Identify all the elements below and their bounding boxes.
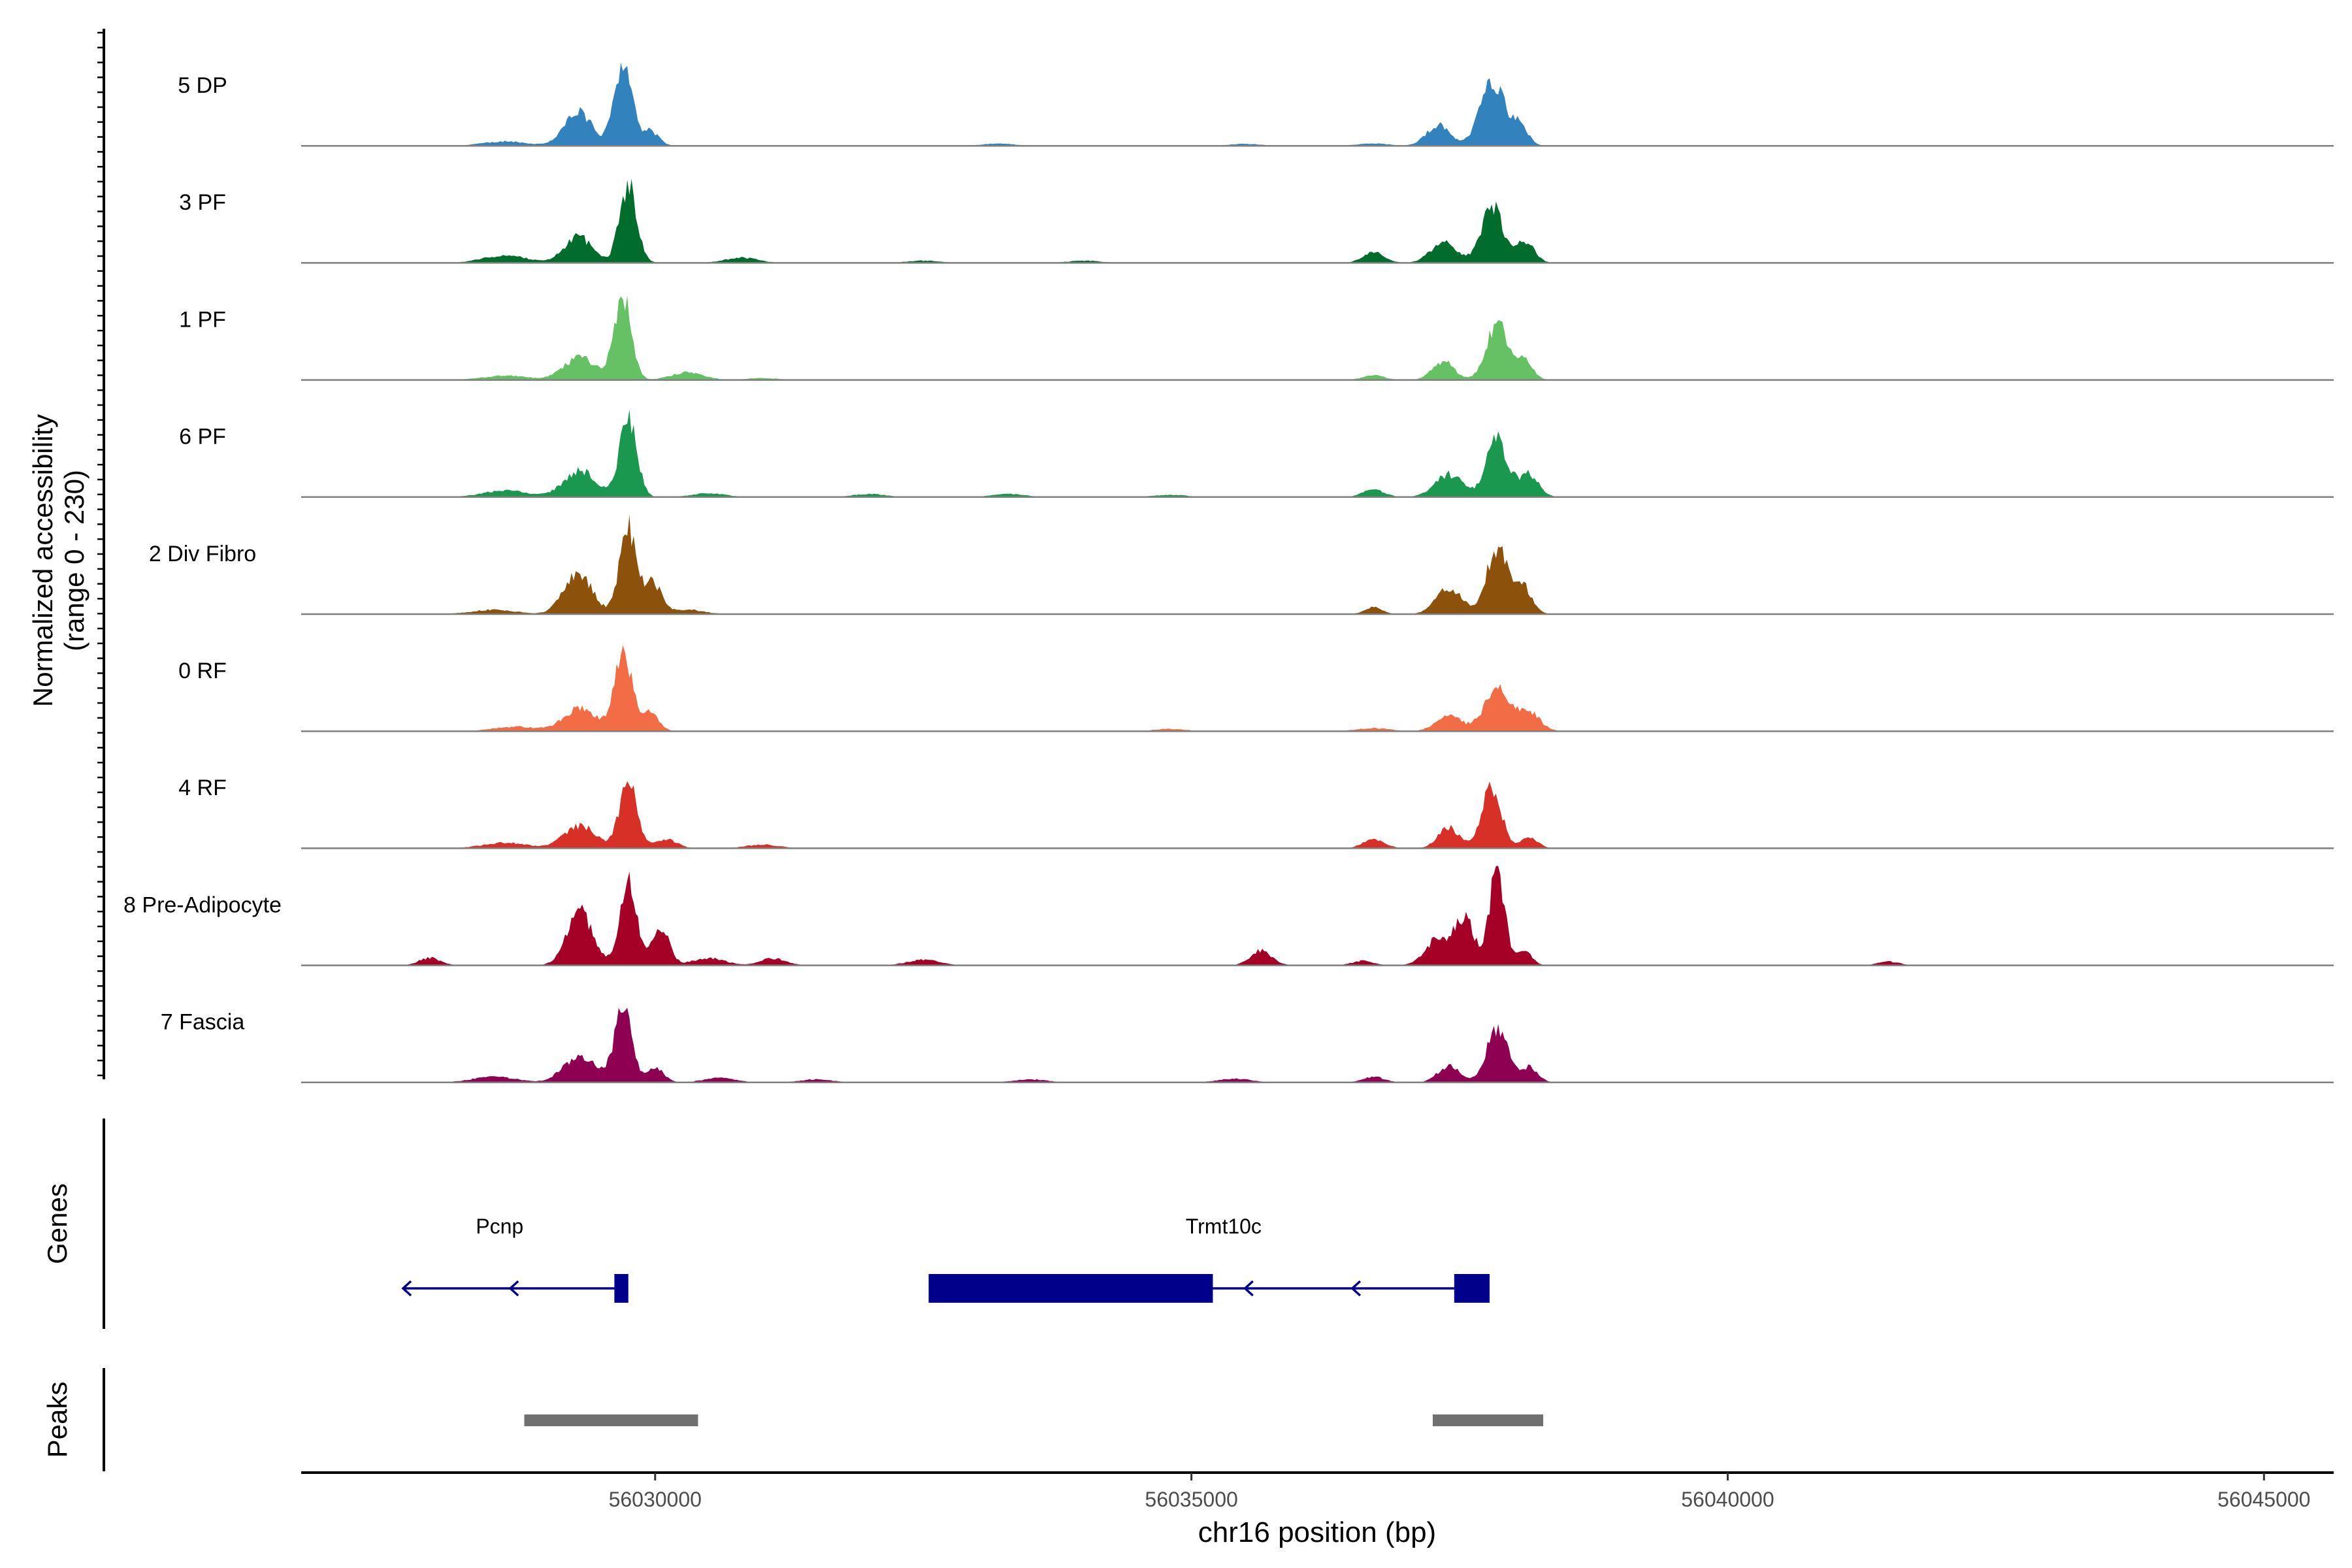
coverage-track: 5 DP xyxy=(178,62,2334,147)
coverage-y-axis xyxy=(97,29,105,1079)
coverage-track: 6 PF xyxy=(179,409,2334,498)
y-axis-title-line1: Normalized accessibility xyxy=(27,414,58,707)
x-tick-label: 56045000 xyxy=(2217,1488,2310,1511)
track-label: 0 RF xyxy=(178,659,227,683)
track-label: 8 Pre-Adipocyte xyxy=(123,892,282,917)
gene-exon xyxy=(614,1274,629,1303)
gene-model: Pcnp xyxy=(401,1215,629,1303)
gene-annotations: Pcnp Trmt10c xyxy=(401,1215,1490,1303)
x-axis-title: chr16 position (bp) xyxy=(1198,1516,1436,1548)
x-tick-label: 56035000 xyxy=(1145,1488,1237,1511)
gene-exon xyxy=(928,1274,1213,1303)
coverage-y-axis-ticks xyxy=(97,31,104,1077)
coverage-track: 3 PF xyxy=(179,178,2334,264)
peaks-panel-title: Peaks xyxy=(42,1382,73,1458)
track-label: 5 DP xyxy=(178,73,227,98)
track-label: 2 Div Fibro xyxy=(149,542,256,566)
gene-model: Trmt10c xyxy=(928,1215,1490,1303)
strand-arrow xyxy=(1350,1280,1362,1297)
coverage-track: 4 RF xyxy=(178,776,2334,849)
genes-panel-title: Genes xyxy=(42,1183,73,1264)
track-label: 4 RF xyxy=(178,776,227,800)
peak-regions xyxy=(524,1414,1544,1426)
coverage-track: 7 Fascia xyxy=(161,1007,2334,1084)
track-label: 7 Fascia xyxy=(161,1010,245,1035)
strand-arrow xyxy=(401,1280,412,1297)
x-tick-label: 56030000 xyxy=(609,1488,702,1511)
gene-exon xyxy=(1454,1274,1490,1303)
coverage-track: 0 RF xyxy=(178,645,2334,732)
coverage-track: 2 Div Fibro xyxy=(149,514,2334,615)
coverage-track: 8 Pre-Adipocyte xyxy=(123,866,2334,966)
coverage-tracks: 5 DP 3 PF 1 PF 6 PF 2 Div Fibro 0 RF 4 RF 8 Pre… xyxy=(123,62,2334,1084)
gene-name: Pcnp xyxy=(476,1215,523,1238)
track-label: 1 PF xyxy=(179,307,226,332)
track-label: 3 PF xyxy=(179,190,226,215)
x-tick-label: 56040000 xyxy=(1681,1488,1774,1511)
peak-region xyxy=(524,1414,698,1426)
track-label: 6 PF xyxy=(179,425,226,449)
peak-region xyxy=(1432,1414,1544,1426)
strand-arrow xyxy=(1243,1280,1254,1297)
gene-name: Trmt10c xyxy=(1186,1215,1262,1238)
x-axis-ticks: 56030000 56035000 56040000 56045000 xyxy=(609,1473,2310,1511)
y-axis-title-line2: (range 0 - 230) xyxy=(59,470,90,651)
coverage-track: 1 PF xyxy=(179,295,2334,381)
strand-arrow xyxy=(508,1280,519,1297)
